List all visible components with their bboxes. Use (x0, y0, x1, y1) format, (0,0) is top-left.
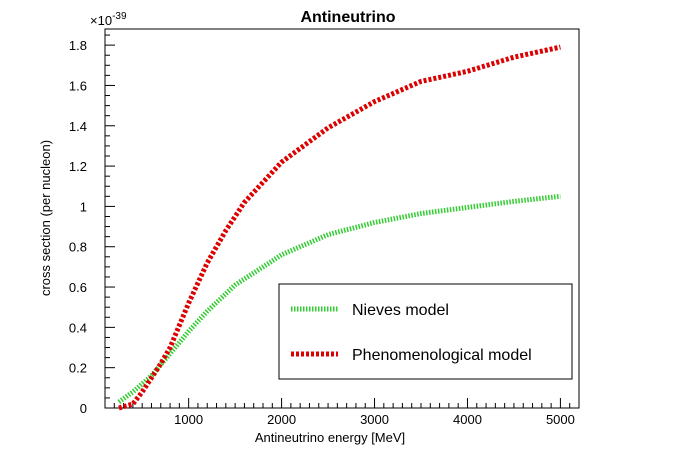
y-tick-label: 1.6 (69, 78, 87, 93)
y-tick-label: 0.8 (69, 240, 87, 255)
y-exponent-power: -39 (112, 11, 127, 22)
y-tick-label: 1.8 (69, 38, 87, 53)
y-exponent-label: ×10-39 (90, 11, 127, 28)
series-layer (117, 44, 561, 411)
plot-frame (104, 28, 580, 409)
legend-box (278, 283, 573, 380)
series-line-nieves (117, 193, 561, 405)
y-tick-label: 1 (80, 199, 87, 214)
y-tick-label: 0 (80, 401, 87, 416)
legend: Nieves model Phenomenological model (278, 283, 573, 380)
x-tick-label: 1000 (174, 412, 203, 427)
y-exponent-base: ×10 (90, 13, 112, 28)
y-tick-label: 1.2 (69, 159, 87, 174)
x-tick-label: 5000 (546, 412, 575, 427)
legend-label-nieves: Nieves model (352, 302, 449, 319)
y-axis-label: cross section (per nucleon) (38, 140, 53, 296)
x-tick-label: 3000 (360, 412, 389, 427)
x-axis: 1000 2000 3000 4000 5000 (113, 398, 575, 427)
legend-label-phenomenological: Phenomenological model (352, 347, 532, 364)
chart-title: Antineutrino (300, 9, 395, 26)
y-tick-label: 0.4 (69, 320, 87, 335)
y-axis: 0 0.2 0.4 0.6 0.8 1 1.2 1.4 1.6 1.8 (69, 34, 115, 416)
series-line-phenomenological (118, 44, 561, 411)
x-tick-label: 2000 (267, 412, 296, 427)
x-axis-label: Antineutrino energy [MeV] (255, 430, 405, 445)
y-tick-label: 1.4 (69, 119, 87, 134)
y-tick-label: 0.2 (69, 361, 87, 376)
y-tick-label: 0.6 (69, 280, 87, 295)
x-tick-label: 4000 (453, 412, 482, 427)
